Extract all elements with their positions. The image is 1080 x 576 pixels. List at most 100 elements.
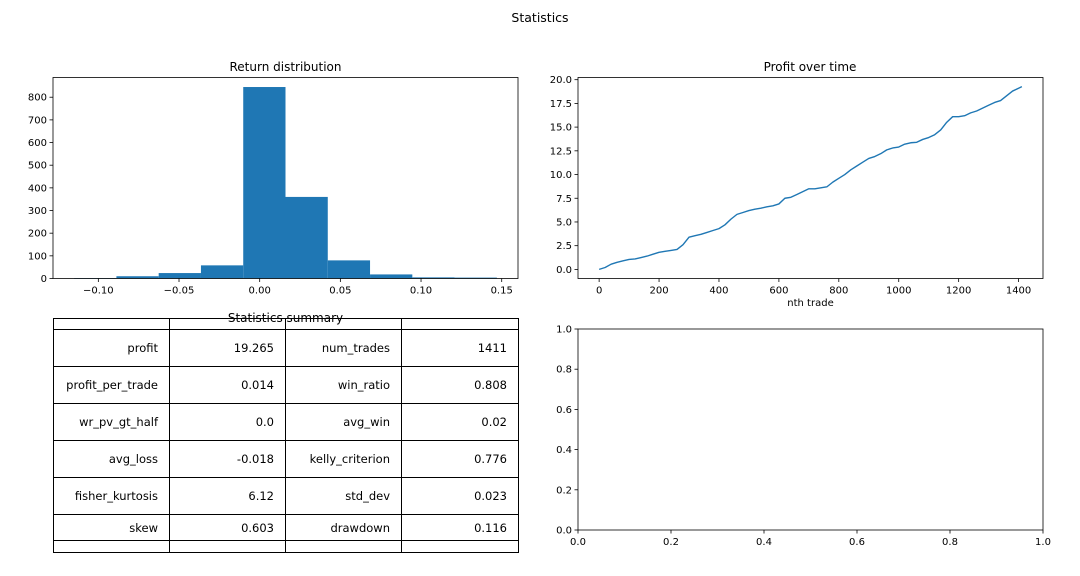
- stat-value-cell: [169, 540, 286, 553]
- stat-key-cell: std_dev: [285, 477, 402, 515]
- histogram-bar: [285, 196, 328, 279]
- hist-ytick-label: 200: [28, 229, 47, 240]
- profit-over-time-title: Profit over time: [764, 60, 857, 74]
- statistics-summary-table: profit 19.265 num_trades 1411 profit_per_tra…: [53, 318, 519, 553]
- histogram-axes: −0.10 −0.05 0.00 0.05 0.10 0.15 0 100 200 300 400 5…: [28, 93, 513, 297]
- stat-value-cell: 0.776: [401, 440, 519, 478]
- stat-value-cell: [169, 318, 286, 330]
- histogram-frame: [52, 77, 519, 279]
- profit-ytick-label: 2.5: [556, 241, 572, 252]
- profit-xtick-label: 200: [650, 286, 669, 297]
- stat-value-cell: 0.014: [169, 366, 286, 404]
- stat-value-cell: [401, 540, 519, 553]
- profit-ytick-label: 10.0: [550, 170, 572, 181]
- hist-xtick-label: −0.05: [164, 286, 195, 297]
- profit-series: [598, 86, 1023, 271]
- profit-xtick-label: 1000: [886, 286, 911, 297]
- empty-ytick-label: 0.4: [556, 445, 572, 456]
- stat-value-cell: [401, 318, 519, 330]
- return-distribution-title: Return distribution: [229, 60, 341, 74]
- statistics-summary-body: profit 19.265 num_trades 1411 profit_per_tra…: [53, 318, 519, 553]
- empty-ytick-label: 0.6: [556, 405, 572, 416]
- stat-value-cell: 0.0: [169, 403, 286, 441]
- hist-xtick-label: 0.10: [410, 286, 432, 297]
- stat-value-cell: 6.12: [169, 477, 286, 515]
- stat-key-cell: num_trades: [285, 329, 402, 367]
- profit-line: [598, 86, 1023, 271]
- statistics-summary-table-wrap: profit 19.265 num_trades 1411 profit_per_tra…: [53, 318, 519, 553]
- profit-ytick-label: 5.0: [556, 217, 572, 228]
- empty-xtick-label: 0.8: [942, 537, 958, 548]
- hist-ytick-label: 400: [28, 183, 47, 194]
- stat-key-cell: avg_loss: [53, 440, 170, 478]
- stat-value-cell: 1411: [401, 329, 519, 367]
- stat-key-cell: avg_win: [285, 403, 402, 441]
- stat-key-cell: [285, 540, 402, 553]
- table-row: profit_per_trade 0.014 win_ratio 0.808: [53, 366, 519, 404]
- table-spacer-row: [53, 318, 519, 330]
- profit-ytick-label: 17.5: [550, 99, 572, 110]
- hist-xtick-label: −0.10: [83, 286, 114, 297]
- hist-xtick-label: 0.15: [491, 286, 513, 297]
- hist-ytick-label: 0: [41, 274, 47, 285]
- figure-title: Statistics: [511, 10, 568, 25]
- table-spacer-row: [53, 540, 519, 553]
- table-row: wr_pv_gt_half 0.0 avg_win 0.02: [53, 403, 519, 441]
- hist-ytick-label: 600: [28, 138, 47, 149]
- empty-ytick-label: 0.0: [556, 526, 572, 537]
- stat-value-cell: -0.018: [169, 440, 286, 478]
- histogram-bars: [74, 87, 497, 279]
- stat-key-cell: profit_per_trade: [53, 366, 170, 404]
- stat-key-cell: [53, 540, 170, 553]
- empty-xtick-label: 0.2: [663, 537, 679, 548]
- histogram-bar: [327, 260, 371, 279]
- empty-ytick-label: 0.2: [556, 485, 572, 496]
- return-distribution-panel: Return distribution −0.10 −0.05 0.00 0.05 0.…: [28, 60, 519, 297]
- stat-key-cell: drawdown: [285, 514, 402, 541]
- hist-xtick-label: 0.05: [329, 286, 351, 297]
- stat-key-cell: fisher_kurtosis: [53, 477, 170, 515]
- stat-value-cell: 0.023: [401, 477, 519, 515]
- empty-frame: [577, 328, 1044, 531]
- profit-ytick-label: 12.5: [550, 146, 572, 157]
- stat-key-cell: profit: [53, 329, 170, 367]
- empty-xtick-label: 0.4: [756, 537, 772, 548]
- stat-key-cell: wr_pv_gt_half: [53, 403, 170, 441]
- profit-ytick-label: 7.5: [556, 194, 572, 205]
- table-row: skew 0.603 drawdown 0.116: [53, 514, 519, 541]
- empty-ytick-label: 0.8: [556, 365, 572, 376]
- stat-value-cell: 0.808: [401, 366, 519, 404]
- stat-key-cell: [285, 318, 402, 330]
- table-row: avg_loss -0.018 kelly_criterion 0.776: [53, 440, 519, 478]
- histogram-bar: [200, 265, 244, 279]
- profit-xtick-label: 1200: [946, 286, 971, 297]
- stat-key-cell: skew: [53, 514, 170, 541]
- histogram-bar: [370, 274, 413, 279]
- empty-ytick-label: 1.0: [556, 325, 572, 336]
- profit-xtick-label: 600: [769, 286, 788, 297]
- stat-key-cell: [53, 318, 170, 330]
- profit-ytick-label: 0.0: [556, 265, 572, 276]
- profit-over-time-panel: Profit over time 0 200 400 600 800 1000 1200 14…: [550, 60, 1044, 309]
- hist-ytick-label: 700: [28, 115, 47, 126]
- profit-ytick-label: 15.0: [550, 123, 572, 134]
- hist-ytick-label: 300: [28, 206, 47, 217]
- empty-axes-panel: 0.0 0.2 0.4 0.6 0.8 1.0 0.0 0.2 0.4 0.6 0.8 1.0: [556, 325, 1051, 549]
- histogram-bar: [243, 87, 286, 279]
- empty-xtick-label: 0.0: [570, 537, 586, 548]
- stat-value-cell: 0.02: [401, 403, 519, 441]
- profit-xlabel: nth trade: [787, 298, 833, 309]
- profit-xtick-label: 800: [829, 286, 848, 297]
- histogram-bar: [158, 273, 201, 279]
- empty-xtick-label: 1.0: [1035, 537, 1051, 548]
- stat-key-cell: win_ratio: [285, 366, 402, 404]
- histogram-bar: [412, 277, 455, 279]
- hist-ytick-label: 800: [28, 93, 47, 104]
- hist-ytick-label: 500: [28, 161, 47, 172]
- profit-ytick-label: 20.0: [550, 75, 572, 86]
- stat-value-cell: 0.116: [401, 514, 519, 541]
- stat-value-cell: 19.265: [169, 329, 286, 367]
- profit-xtick-label: 1400: [1006, 286, 1031, 297]
- hist-xtick-label: 0.00: [249, 286, 271, 297]
- profit-xtick-label: 0: [596, 286, 602, 297]
